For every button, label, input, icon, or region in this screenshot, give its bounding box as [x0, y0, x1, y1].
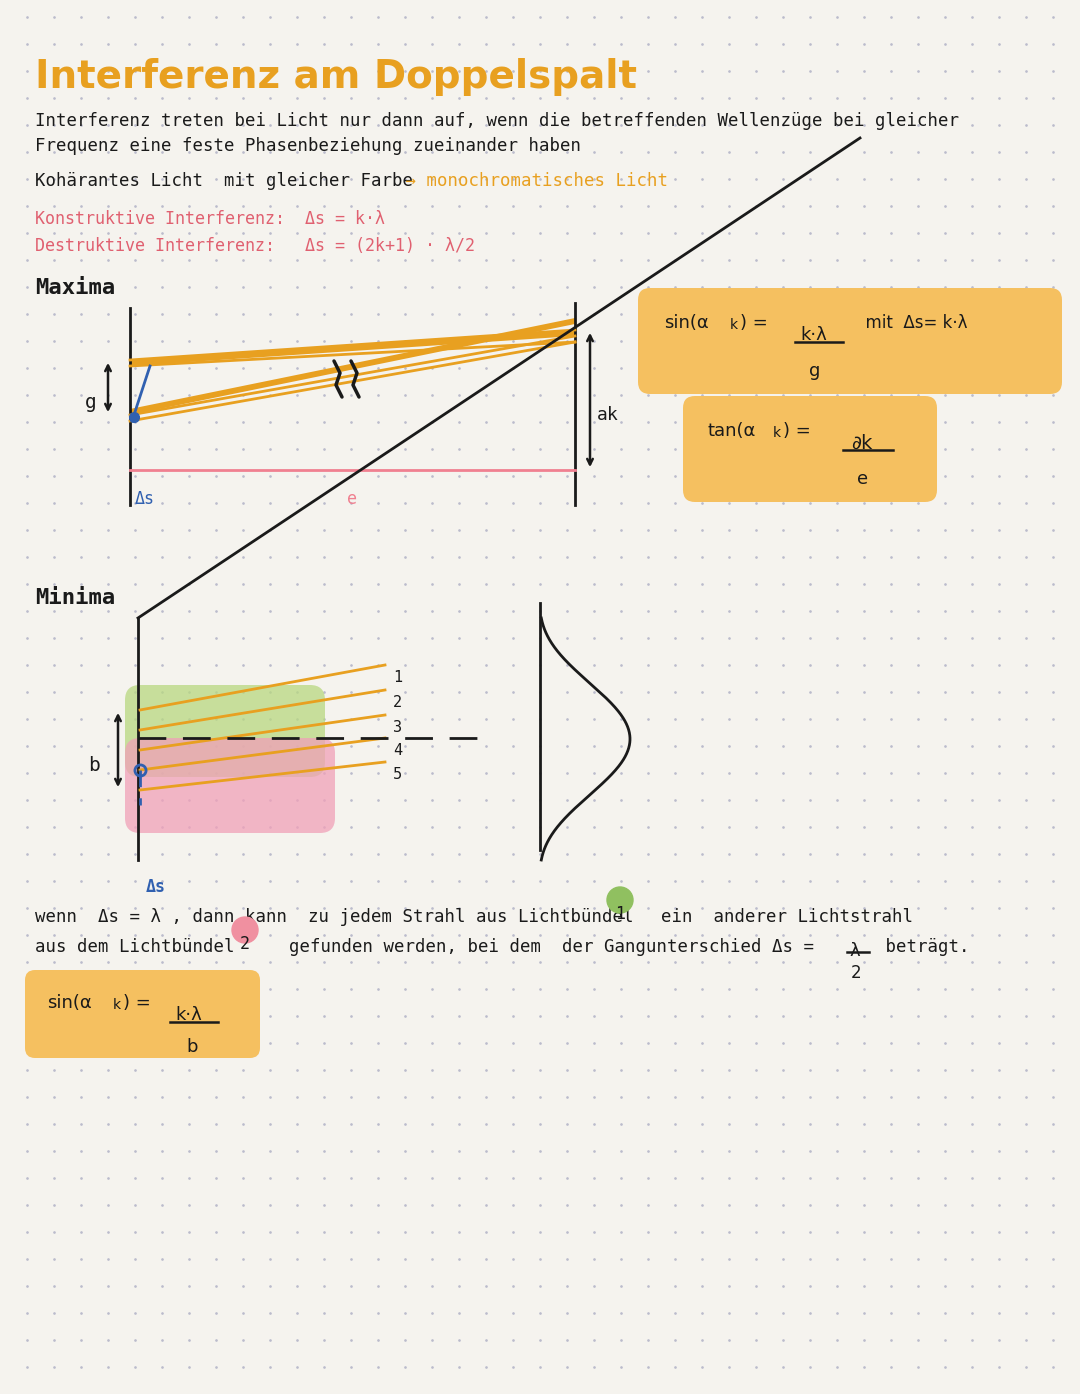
Text: k: k	[113, 998, 121, 1012]
Circle shape	[607, 887, 633, 913]
Text: Interferenz am Doppelspalt: Interferenz am Doppelspalt	[35, 59, 637, 96]
Text: ) =: ) =	[783, 422, 811, 441]
Text: sin(α: sin(α	[48, 994, 92, 1012]
Text: wenn  Δs = λ , dann kann  zu jedem Strahl aus Lichtbündel: wenn Δs = λ , dann kann zu jedem Strahl …	[35, 907, 634, 926]
Text: k·λ: k·λ	[800, 326, 827, 344]
Text: Δs: Δs	[135, 491, 156, 507]
Text: sin(α: sin(α	[664, 314, 708, 332]
Text: tan(α: tan(α	[707, 422, 755, 441]
Text: Minima: Minima	[35, 588, 116, 608]
FancyBboxPatch shape	[638, 289, 1062, 395]
Text: ein  anderer Lichtstrahl: ein anderer Lichtstrahl	[640, 907, 913, 926]
Text: Konstruktive Interferenz:  Δs = k·λ: Konstruktive Interferenz: Δs = k·λ	[35, 210, 384, 229]
Polygon shape	[130, 330, 575, 367]
Text: aus dem Lichtbündel: aus dem Lichtbündel	[35, 938, 234, 956]
Text: λ: λ	[849, 942, 860, 960]
Text: → monochromatisches Licht: → monochromatisches Licht	[395, 171, 669, 190]
Text: ) =: ) =	[123, 994, 151, 1012]
Text: Interferenz treten bei Licht nur dann auf, wenn die betreffenden Wellenzüge bei : Interferenz treten bei Licht nur dann au…	[35, 112, 959, 130]
FancyBboxPatch shape	[125, 684, 325, 776]
FancyBboxPatch shape	[25, 970, 260, 1058]
Text: 5: 5	[393, 767, 402, 782]
Text: gefunden werden, bei dem  der Gangunterschied Δs =: gefunden werden, bei dem der Ganguntersc…	[268, 938, 814, 956]
Text: 4: 4	[393, 743, 402, 758]
Text: Maxima: Maxima	[35, 277, 116, 298]
Polygon shape	[130, 318, 575, 415]
Text: beträgt.: beträgt.	[875, 938, 970, 956]
Text: ∂k: ∂k	[851, 434, 873, 453]
Circle shape	[232, 917, 258, 942]
Text: b: b	[186, 1039, 198, 1057]
Text: k·λ: k·λ	[175, 1006, 202, 1025]
Text: 2: 2	[393, 696, 402, 710]
Text: e: e	[858, 470, 868, 488]
FancyBboxPatch shape	[683, 396, 937, 502]
Text: 3: 3	[393, 719, 402, 735]
Text: e: e	[347, 491, 357, 507]
Text: b: b	[87, 756, 99, 775]
FancyBboxPatch shape	[125, 737, 335, 834]
Text: 1: 1	[615, 905, 625, 923]
Text: 2: 2	[240, 935, 249, 953]
Text: Kohärantes Licht  mit gleicher Farbe: Kohärantes Licht mit gleicher Farbe	[35, 171, 413, 190]
Text: g: g	[85, 393, 97, 413]
Text: 1: 1	[393, 671, 402, 684]
Text: g: g	[809, 362, 821, 381]
Text: Frequenz eine feste Phasenbeziehung zueinander haben: Frequenz eine feste Phasenbeziehung zuei…	[35, 137, 581, 155]
Text: ) =: ) =	[740, 314, 768, 332]
Text: k: k	[773, 427, 781, 441]
Text: Δs: Δs	[146, 878, 166, 896]
Text: mit  Δs= k·λ: mit Δs= k·λ	[855, 314, 968, 332]
Text: 2: 2	[851, 965, 862, 981]
Text: ak: ak	[597, 406, 619, 424]
Text: k: k	[730, 318, 738, 332]
Text: Destruktive Interferenz:   Δs = (2k+1) · λ/2: Destruktive Interferenz: Δs = (2k+1) · λ…	[35, 237, 475, 255]
